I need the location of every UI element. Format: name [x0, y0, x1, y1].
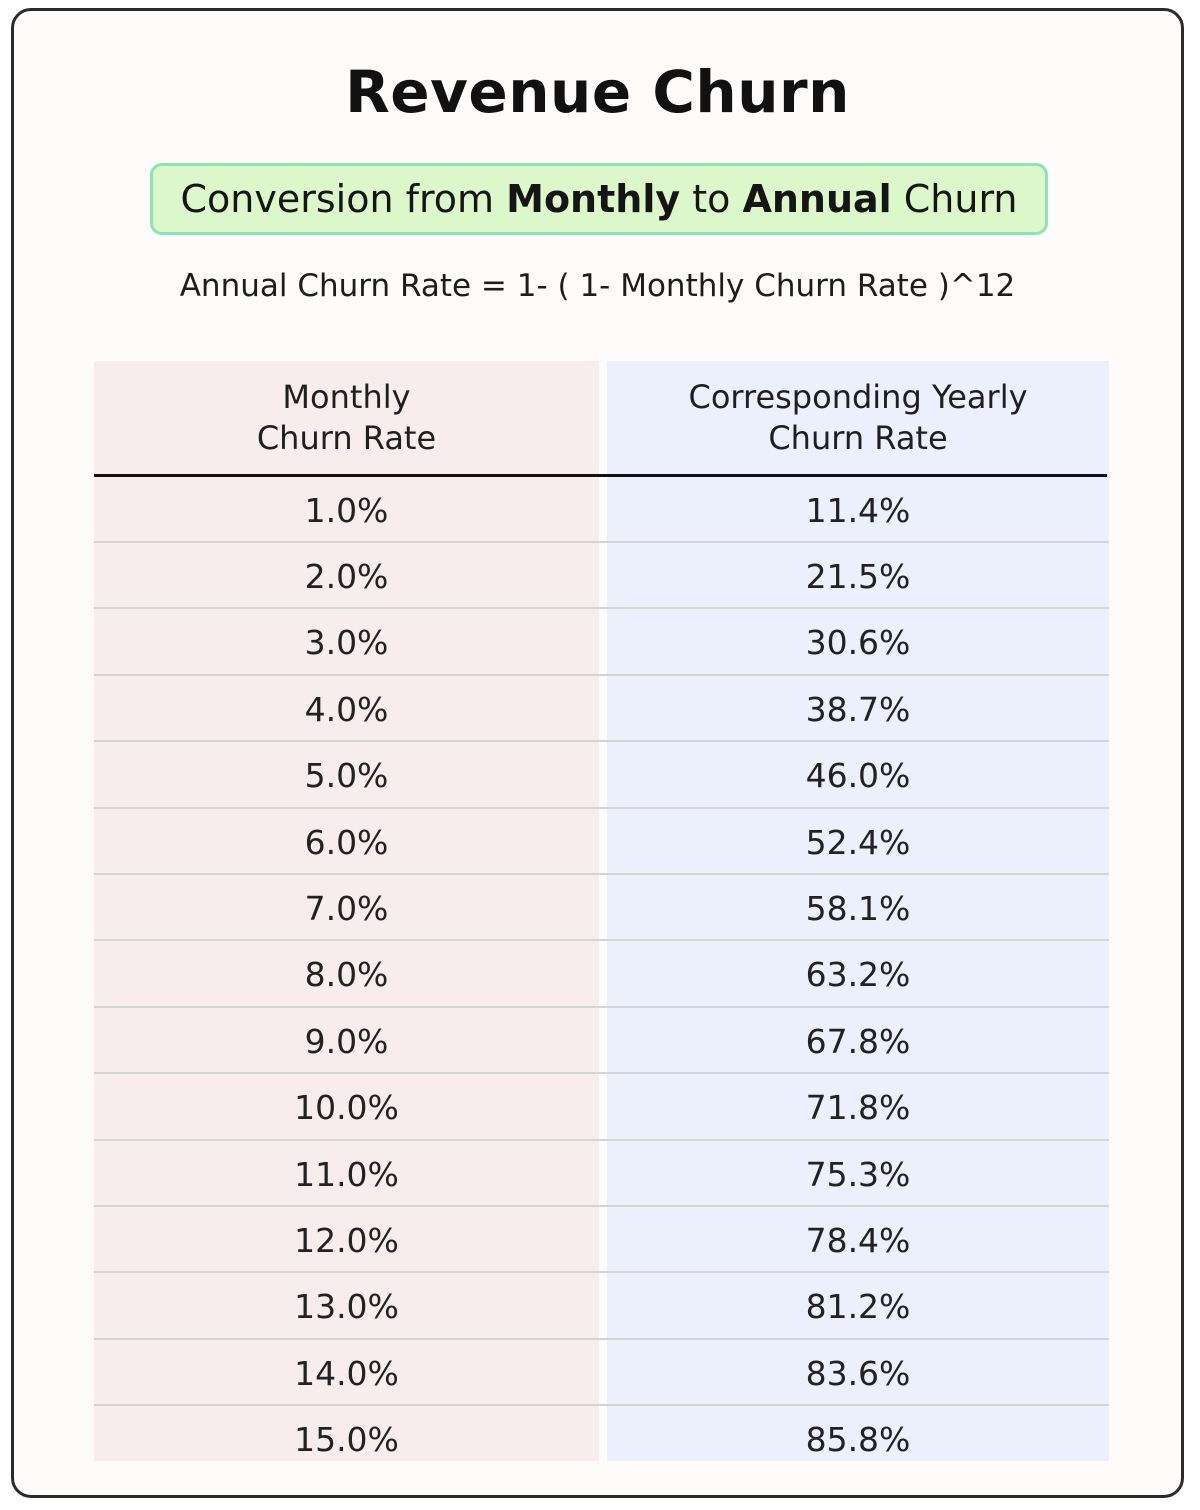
yearly-churn-cell: 63.2% [805, 955, 911, 995]
table-row: 3.0% 30.6% [94, 610, 1109, 676]
table-row: 10.0% 71.8% [94, 1075, 1109, 1141]
yearly-churn-cell: 52.4% [805, 822, 911, 862]
table-row: 11.0% 75.3% [94, 1141, 1109, 1207]
monthly-churn-cell: 10.0% [294, 1088, 399, 1128]
subtitle-bold-monthly: Monthly [506, 177, 681, 221]
header-divider [94, 474, 1107, 477]
subtitle-prefix: Conversion from [180, 177, 507, 221]
row-divider [94, 673, 1109, 676]
row-divider [94, 1205, 1109, 1207]
table-row: 15.0% 85.8% [94, 1407, 1109, 1473]
yearly-churn-cell: 85.8% [805, 1420, 911, 1460]
monthly-column-background [94, 361, 599, 1461]
header-monthly-churn: Monthly Churn Rate [94, 361, 599, 475]
yearly-churn-cell: 75.3% [805, 1154, 911, 1194]
monthly-churn-cell: 3.0% [304, 623, 389, 663]
yearly-churn-cell: 81.2% [805, 1287, 911, 1327]
subtitle-middle: to [680, 177, 743, 221]
monthly-churn-cell: 4.0% [304, 689, 389, 729]
infographic-card: Revenue Churn Conversion from Monthly to… [11, 8, 1184, 1498]
monthly-churn-cell: 12.0% [294, 1220, 399, 1260]
table-row: 6.0% 52.4% [94, 809, 1109, 875]
monthly-churn-cell: 9.0% [304, 1021, 389, 1061]
yearly-churn-cell: 67.8% [805, 1021, 911, 1061]
table-row: 7.0% 58.1% [94, 875, 1109, 942]
yearly-churn-cell: 83.6% [805, 1353, 911, 1393]
table-row: 13.0% 81.2% [94, 1274, 1109, 1340]
subtitle-bold-annual: Annual [742, 177, 892, 221]
formula-text: Annual Churn Rate = 1- ( 1- Monthly Chur… [179, 268, 1016, 304]
churn-table: Monthly Churn Rate Corresponding Yearly … [94, 361, 1109, 1461]
table-row: 4.0% 38.7% [94, 676, 1109, 743]
header-yearly-line2: Churn Rate [768, 419, 948, 457]
yearly-churn-cell: 46.0% [805, 756, 911, 796]
table-row: 2.0% 21.5% [94, 543, 1109, 610]
monthly-churn-cell: 2.0% [304, 556, 389, 596]
yearly-churn-cell: 58.1% [805, 888, 911, 928]
row-divider [94, 541, 1109, 543]
monthly-churn-cell: 7.0% [304, 888, 389, 928]
yearly-column-background [607, 361, 1109, 1461]
table-row: 12.0% 78.4% [94, 1207, 1109, 1274]
monthly-churn-cell: 1.0% [304, 490, 389, 530]
row-divider [94, 806, 1109, 809]
header-monthly-line2: Churn Rate [256, 419, 437, 457]
yearly-churn-cell: 11.4% [805, 490, 911, 530]
row-divider [94, 1005, 1109, 1008]
table-row: 9.0% 67.8% [94, 1008, 1109, 1075]
row-divider [94, 1271, 1109, 1274]
row-divider [94, 1072, 1109, 1075]
row-divider [94, 873, 1109, 875]
monthly-churn-cell: 8.0% [304, 955, 389, 995]
header-monthly-line1: Monthly [282, 378, 411, 416]
monthly-churn-cell: 13.0% [294, 1287, 399, 1327]
yearly-churn-cell: 38.7% [805, 689, 911, 729]
monthly-churn-cell: 15.0% [294, 1420, 399, 1460]
row-divider [94, 740, 1109, 743]
row-divider [94, 1337, 1109, 1340]
subtitle-banner: Conversion from Monthly to Annual Churn [150, 163, 1048, 235]
table-row: 14.0% 83.6% [94, 1340, 1109, 1407]
header-yearly-line1: Corresponding Yearly [688, 378, 1028, 416]
row-divider [94, 939, 1109, 942]
yearly-churn-cell: 78.4% [805, 1220, 911, 1260]
row-divider [94, 1138, 1109, 1141]
yearly-churn-cell: 30.6% [805, 623, 911, 663]
row-divider [94, 1404, 1109, 1407]
table-row: 1.0% 11.4% [94, 477, 1109, 543]
subtitle-suffix: Churn [891, 177, 1018, 221]
yearly-churn-cell: 21.5% [805, 556, 911, 596]
monthly-churn-cell: 11.0% [294, 1154, 399, 1194]
yearly-churn-cell: 71.8% [805, 1088, 911, 1128]
page-title: Revenue Churn [345, 58, 850, 126]
header-yearly-churn: Corresponding Yearly Churn Rate [607, 361, 1109, 475]
table-row: 8.0% 63.2% [94, 942, 1109, 1008]
monthly-churn-cell: 14.0% [294, 1353, 399, 1393]
monthly-churn-cell: 6.0% [304, 822, 389, 862]
table-row: 5.0% 46.0% [94, 743, 1109, 809]
row-divider [94, 607, 1109, 610]
monthly-churn-cell: 5.0% [304, 756, 389, 796]
